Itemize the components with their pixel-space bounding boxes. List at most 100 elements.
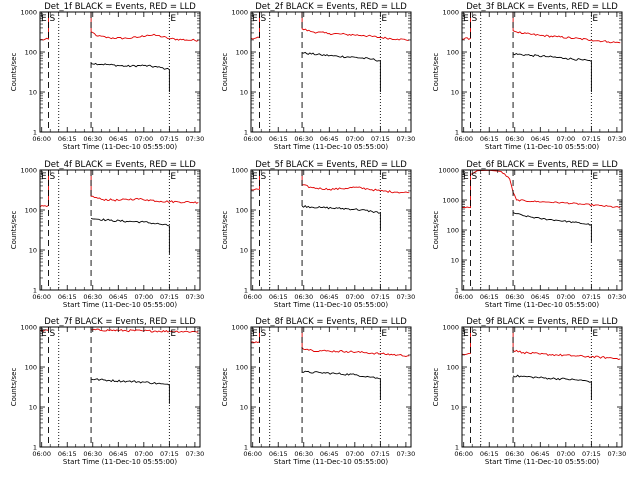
marker-label: E — [252, 329, 258, 339]
x-tick-label: 06:15 — [58, 450, 77, 458]
y-axis-label: Counts/sec — [10, 211, 18, 250]
y-tick-label: 1 — [244, 287, 248, 295]
y-tick-label: 10 — [240, 247, 248, 255]
x-tick-label: 06:00 — [243, 293, 262, 301]
marker-label: E — [463, 14, 469, 24]
marker-label: E — [170, 172, 176, 182]
plot-frame — [39, 11, 201, 133]
x-tick-label: 07:30 — [186, 135, 205, 143]
marker-label: S — [472, 329, 478, 339]
x-tick-label: 06:15 — [269, 450, 288, 458]
series-events-line — [90, 378, 170, 404]
marker-label: E — [381, 329, 387, 339]
marker-label: E — [381, 172, 387, 182]
series-events-line — [301, 205, 381, 231]
y-tick-label: 1 — [244, 444, 248, 452]
x-tick-label: 06:45 — [320, 293, 339, 301]
x-tick-label: 06:45 — [109, 450, 128, 458]
x-tick-label: 06:30 — [83, 135, 102, 143]
x-tick-label: 06:00 — [454, 293, 473, 301]
x-tick-label: 06:30 — [83, 293, 102, 301]
series-group — [462, 170, 621, 242]
panel-title: Det_7f BLACK = Events, RED = LLD — [44, 317, 196, 327]
marker-label: E — [41, 329, 47, 339]
x-tick-label: 07:30 — [397, 293, 416, 301]
y-axis-label: Counts/sec — [432, 368, 440, 407]
x-axis-label: Start Time (11-Dec-10 05:55:00) — [274, 143, 388, 151]
plot-frame — [250, 11, 412, 133]
marker-label: S — [50, 329, 56, 339]
y-tick-label: 100 — [25, 364, 37, 372]
x-axis-label: Start Time (11-Dec-10 05:55:00) — [63, 458, 177, 466]
x-tick-label: 07:15 — [160, 135, 179, 143]
x-tick-label: 06:45 — [109, 135, 128, 143]
panel-title: Det_5f BLACK = Events, RED = LLD — [255, 160, 407, 170]
plot-frame — [250, 169, 412, 291]
y-tick-label: 100 — [25, 49, 37, 57]
series-events-line — [90, 217, 170, 254]
y-tick-label: 10000 — [438, 167, 459, 175]
y-tick-label: 1 — [455, 444, 459, 452]
series-group — [251, 170, 410, 231]
marker-label: E — [41, 172, 47, 182]
y-axis-label: Counts/sec — [221, 211, 229, 250]
panel-title: Det_3f BLACK = Events, RED = LLD — [466, 2, 618, 12]
x-tick-label: 06:15 — [58, 135, 77, 143]
x-tick-label: 06:15 — [58, 293, 77, 301]
y-tick-label: 1 — [455, 129, 459, 137]
panel-title: Det_9f BLACK = Events, RED = LLD — [466, 317, 618, 327]
y-tick-label: 10 — [240, 404, 248, 412]
panel-title: Det_1f BLACK = Events, RED = LLD — [44, 2, 196, 12]
y-tick-label: 100 — [236, 49, 248, 57]
marker-label: E — [252, 14, 258, 24]
x-tick-label: 06:00 — [243, 450, 262, 458]
y-tick-label: 1 — [244, 129, 248, 137]
x-tick-label: 07:30 — [608, 450, 627, 458]
x-tick-label: 06:45 — [531, 293, 550, 301]
x-tick-label: 06:00 — [32, 450, 51, 458]
marker-label: E — [592, 329, 598, 339]
x-tick-label: 06:30 — [505, 293, 524, 301]
x-tick-label: 07:00 — [556, 450, 575, 458]
series-events-line — [301, 370, 381, 400]
x-tick-label: 07:15 — [160, 293, 179, 301]
x-tick-label: 07:30 — [186, 450, 205, 458]
x-tick-label: 07:15 — [582, 135, 601, 143]
marker-label: S — [261, 172, 267, 182]
marker-label: S — [472, 14, 478, 24]
plot-frame — [461, 326, 623, 448]
x-tick-label: 07:00 — [345, 135, 364, 143]
y-tick-label: 100 — [447, 364, 459, 372]
x-tick-label: 06:00 — [454, 135, 473, 143]
y-tick-label: 1 — [455, 287, 459, 295]
series-group — [251, 327, 410, 400]
x-tick-label: 06:45 — [109, 293, 128, 301]
y-axis-label: Counts/sec — [221, 53, 229, 92]
y-tick-label: 10 — [451, 404, 459, 412]
y-tick-label: 1 — [33, 287, 37, 295]
marker-label: S — [50, 172, 56, 182]
x-tick-label: 07:00 — [556, 135, 575, 143]
marker-label: S — [50, 14, 56, 24]
panel-title: Det_6f BLACK = Events, RED = LLD — [466, 160, 618, 170]
marker-label: E — [170, 14, 176, 24]
marker-label: S — [472, 172, 478, 182]
y-tick-label: 1 — [33, 444, 37, 452]
series-events-line — [90, 62, 170, 92]
panel-title: Det_4f BLACK = Events, RED = LLD — [44, 160, 196, 170]
y-tick-label: 10 — [29, 247, 37, 255]
x-tick-label: 06:15 — [480, 293, 499, 301]
x-axis-label: Start Time (11-Dec-10 05:55:00) — [485, 301, 599, 309]
y-tick-label: 1000 — [442, 197, 459, 205]
y-tick-label: 100 — [447, 227, 459, 235]
x-tick-label: 06:30 — [294, 135, 313, 143]
x-tick-label: 06:30 — [294, 293, 313, 301]
y-tick-label: 10 — [451, 89, 459, 97]
